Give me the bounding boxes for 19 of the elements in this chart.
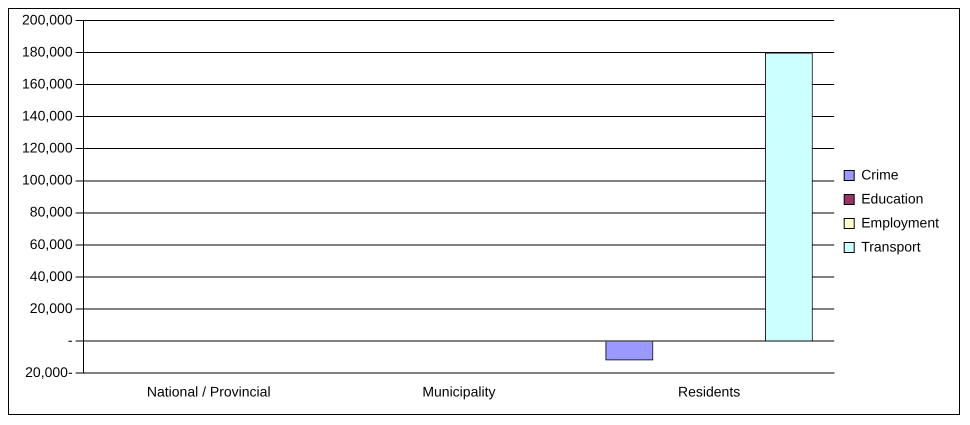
x-tick-label: National / Provincial xyxy=(146,383,271,400)
y-tick-label: 140,000 xyxy=(22,107,73,124)
y-tick-label: 20,000 xyxy=(30,300,73,316)
y-tick-label: 180,000 xyxy=(22,43,73,60)
legend-label: Employment xyxy=(861,214,940,230)
y-tick-label: 20,000- xyxy=(25,364,73,380)
x-tick-label: Municipality xyxy=(422,383,496,400)
y-tick-label: 40,000 xyxy=(30,268,73,284)
y-tick-label: 200,000 xyxy=(22,11,73,28)
y-tick-label: 60,000 xyxy=(30,236,73,252)
legend-label: Transport xyxy=(861,238,921,254)
legend-label: Crime xyxy=(861,166,899,182)
y-tick-label: 120,000 xyxy=(22,140,73,156)
y-tick-label: - xyxy=(68,332,73,348)
y-tick-label: 100,000 xyxy=(22,172,73,188)
y-tick-label: 80,000 xyxy=(30,204,73,220)
x-tick-label: Residents xyxy=(678,383,740,400)
legend-label: Education xyxy=(861,190,924,206)
y-tick-label: 160,000 xyxy=(22,75,73,92)
